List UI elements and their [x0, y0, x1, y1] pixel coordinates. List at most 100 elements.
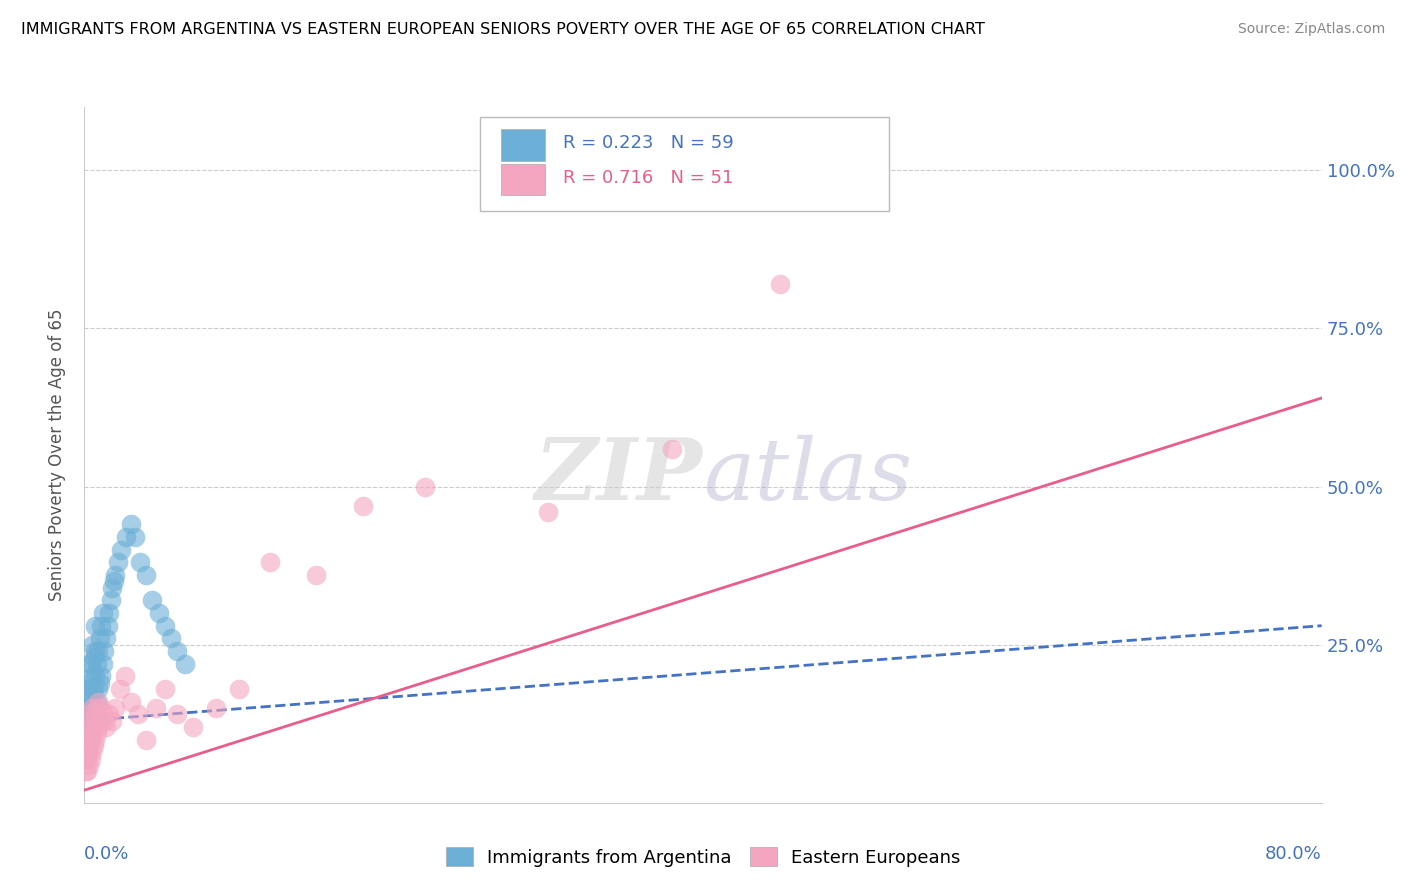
Point	[98, 606, 121, 620]
Point	[75, 739, 97, 753]
Point	[76, 732, 98, 747]
Y-axis label: Seniors Poverty Over the Age of 65: Seniors Poverty Over the Age of 65	[48, 309, 66, 601]
Point	[153, 681, 176, 696]
Point	[87, 681, 110, 696]
Point	[141, 593, 163, 607]
Point	[101, 581, 124, 595]
Point	[82, 745, 104, 759]
Point	[104, 568, 127, 582]
Point	[77, 745, 100, 759]
Point	[537, 505, 560, 519]
Point	[76, 701, 98, 715]
Point	[90, 669, 112, 683]
Point	[75, 707, 97, 722]
Text: R = 0.716   N = 51: R = 0.716 N = 51	[564, 169, 734, 187]
Point	[79, 714, 101, 728]
Point	[84, 669, 107, 683]
Point	[120, 517, 142, 532]
Point	[135, 732, 157, 747]
Point	[93, 644, 115, 658]
Point	[413, 479, 436, 493]
Point	[75, 732, 97, 747]
Point	[86, 657, 108, 671]
Point	[94, 720, 117, 734]
Point	[82, 701, 104, 715]
Text: 0.0%: 0.0%	[84, 845, 129, 863]
Point	[83, 739, 105, 753]
Point	[83, 707, 105, 722]
Point	[76, 681, 98, 696]
Point	[79, 701, 101, 715]
Point	[76, 720, 98, 734]
Point	[352, 499, 374, 513]
Point	[79, 657, 101, 671]
Point	[83, 720, 105, 734]
Point	[91, 707, 114, 722]
Point	[205, 701, 228, 715]
Point	[83, 650, 105, 665]
Point	[181, 720, 204, 734]
Point	[100, 593, 122, 607]
FancyBboxPatch shape	[502, 164, 544, 195]
Point	[75, 720, 97, 734]
Point	[110, 542, 132, 557]
Point	[77, 757, 100, 772]
Point	[107, 556, 129, 570]
Point	[82, 714, 104, 728]
Point	[103, 574, 125, 589]
Point	[82, 695, 104, 709]
Point	[79, 681, 101, 696]
Point	[104, 701, 127, 715]
Point	[166, 644, 188, 658]
Point	[79, 732, 101, 747]
Point	[124, 530, 146, 544]
Point	[305, 568, 328, 582]
Point	[90, 618, 112, 632]
Legend: Immigrants from Argentina, Eastern Europeans: Immigrants from Argentina, Eastern Europ…	[439, 840, 967, 874]
Point	[77, 714, 100, 728]
Point	[77, 707, 100, 722]
Point	[87, 644, 110, 658]
Point	[769, 277, 792, 292]
Point	[98, 707, 121, 722]
Point	[108, 681, 131, 696]
Point	[79, 751, 101, 765]
Point	[76, 739, 98, 753]
Point	[86, 695, 108, 709]
Point	[135, 568, 157, 582]
Point	[86, 726, 108, 740]
Point	[82, 638, 104, 652]
Point	[97, 618, 120, 632]
Point	[115, 530, 138, 544]
Point	[120, 695, 142, 709]
Point	[82, 726, 104, 740]
Point	[91, 657, 114, 671]
Point	[76, 764, 98, 779]
Text: Source: ZipAtlas.com: Source: ZipAtlas.com	[1237, 22, 1385, 37]
Point	[77, 732, 100, 747]
Point	[84, 707, 107, 722]
Point	[86, 701, 108, 715]
Point	[174, 657, 197, 671]
Point	[661, 442, 683, 456]
Point	[148, 606, 170, 620]
Point	[91, 606, 114, 620]
Point	[82, 669, 104, 683]
Point	[77, 726, 100, 740]
Point	[83, 681, 105, 696]
Text: atlas: atlas	[703, 434, 912, 517]
Point	[87, 695, 110, 709]
Point	[89, 675, 111, 690]
Text: R = 0.223   N = 59: R = 0.223 N = 59	[564, 134, 734, 153]
Point	[87, 720, 110, 734]
Point	[84, 644, 107, 658]
FancyBboxPatch shape	[481, 118, 889, 211]
Point	[84, 701, 107, 715]
Point	[166, 707, 188, 722]
Point	[160, 632, 183, 646]
Point	[90, 701, 112, 715]
Point	[75, 764, 97, 779]
Point	[76, 745, 98, 759]
Point	[145, 701, 167, 715]
Point	[79, 720, 101, 734]
